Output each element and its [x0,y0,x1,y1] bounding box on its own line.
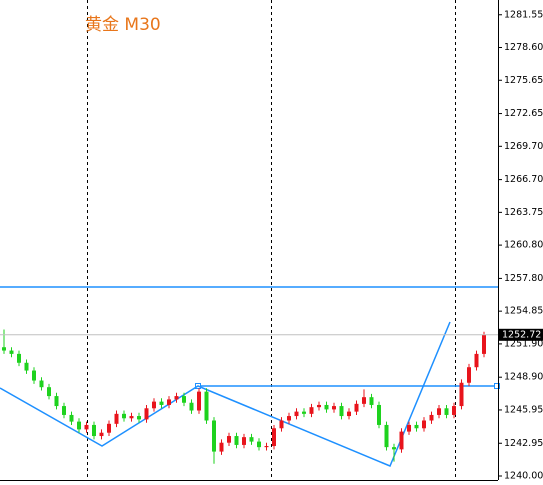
candle-body [84,424,89,430]
candle-body [437,408,441,415]
candle-body [459,382,464,407]
candle-body [159,401,164,405]
y-tick-label: 1257.80 [504,273,543,284]
y-tick-label: 1272.65 [504,108,543,119]
candle-body [422,420,426,429]
candle-body [219,442,224,452]
candle-body [354,403,359,412]
y-tick-label: 1263.75 [504,207,543,218]
candle-body [309,407,314,414]
price-label: 1252.72 [502,329,541,340]
handle [494,383,500,389]
candle-body [444,408,449,415]
candle-body [302,411,306,414]
candle-body [249,437,254,442]
candle-body [339,406,344,417]
candle-body [467,367,471,383]
chart-title: 黄金 M30 [85,15,161,35]
candle-body [107,423,111,433]
plot [0,329,498,464]
candle-body [182,396,186,403]
candle-body [347,411,351,417]
candle-body [377,404,381,425]
candle-body [32,370,36,381]
candle-body [332,406,336,410]
candle-body [152,401,156,409]
candle-body [39,380,44,388]
candle-body [144,408,149,420]
y-tick-label: 1275.65 [504,75,543,86]
candle-body [167,399,171,405]
candle-body [24,362,29,371]
candle-body [137,416,141,420]
candle-body [474,353,479,368]
candle-body [2,347,6,351]
candle-body [272,428,276,447]
y-tick-label: 1240.00 [504,471,543,482]
y-tick-label: 1281.55 [504,9,543,20]
candle-body [429,414,434,421]
candle-body [407,424,411,432]
candle-body [257,441,261,448]
y-tick-label: 1248.90 [504,372,543,383]
y-tick-label: 1251.90 [504,338,543,349]
candle-body [114,413,119,424]
y-tick-label: 1260.80 [504,240,543,251]
candle-body [204,391,209,421]
candle-body [294,411,299,417]
candle-body [264,446,269,448]
price-axis: 1240.00 1242.95 1245.95 1248.90 1251.90 1254.… [498,9,543,482]
candle-body [227,436,231,443]
candle-body [452,406,456,415]
candle-body [324,404,329,410]
candle-body [234,436,239,445]
price-box [499,328,543,341]
y-tick-label: 1269.70 [504,141,543,152]
candle-body [54,396,59,407]
candle-body [189,402,194,411]
candle-body [99,432,104,437]
y-tick-label: 1245.95 [504,404,543,415]
candle-body [242,437,246,445]
candle-body [92,424,96,437]
candle-body [129,416,134,419]
candle-body [9,350,14,354]
candle-body [69,414,74,422]
candle-body [122,413,126,419]
zigzag-line [0,321,451,467]
candle-body [317,404,321,408]
candle-body [47,387,51,397]
candle-body [212,420,216,452]
period-separators [87,0,456,480]
candle-body [174,396,179,400]
candle-body [414,424,419,429]
candle-body [62,406,66,415]
candle-body [399,431,404,450]
y-tick-label: 1266.70 [504,174,543,185]
candle-body [362,397,366,404]
y-tick-label: 1254.85 [504,306,543,317]
candle-body [369,397,374,405]
candle-body [482,334,486,354]
candle-body [197,391,201,411]
candle-body [392,447,396,450]
y-tick-label: 1278.60 [504,42,543,53]
y-tick-label: 1242.95 [504,438,543,449]
candle-body [17,353,21,363]
candle-body [384,424,389,448]
candle-body [279,420,284,429]
candle-body [287,416,291,421]
candle-body [77,421,81,430]
